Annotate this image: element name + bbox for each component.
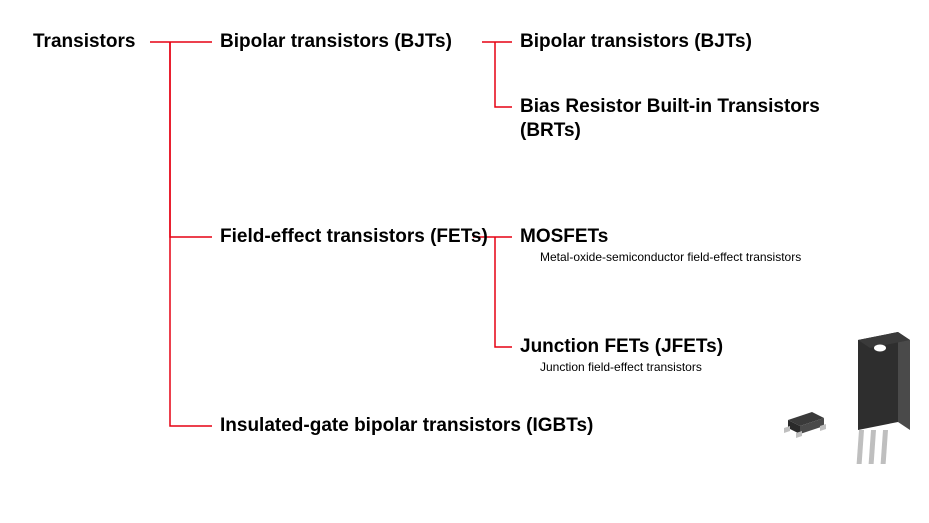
node-bjt-a: Bipolar transistors (BJTs)	[520, 30, 820, 54]
node-jfet: Junction FETs (JFETs)	[520, 335, 840, 359]
node-bjt: Bipolar transistors (BJTs)	[220, 30, 490, 54]
edge-fet-jfet	[495, 237, 512, 347]
node-bjt-b: Bias Resistor Built-in Transistors (BRTs…	[520, 95, 860, 143]
edge-root-fet	[170, 42, 212, 237]
edge-root-igbt	[170, 42, 212, 426]
package-to220-icon	[848, 330, 918, 475]
node-mos-sub: Metal-oxide-semiconductor field-effect t…	[540, 250, 900, 264]
node-igbt: Insulated-gate bipolar transistors (IGBT…	[220, 414, 720, 438]
node-mos: MOSFETs	[520, 225, 880, 249]
edge-bjt-bjt_b	[495, 42, 512, 107]
node-jfet-sub: Junction field-effect transistors	[540, 360, 860, 374]
package-sot23-icon	[780, 400, 835, 445]
node-root: Transistors	[33, 30, 153, 54]
node-fet: Field-effect transistors (FETs)	[220, 225, 490, 249]
